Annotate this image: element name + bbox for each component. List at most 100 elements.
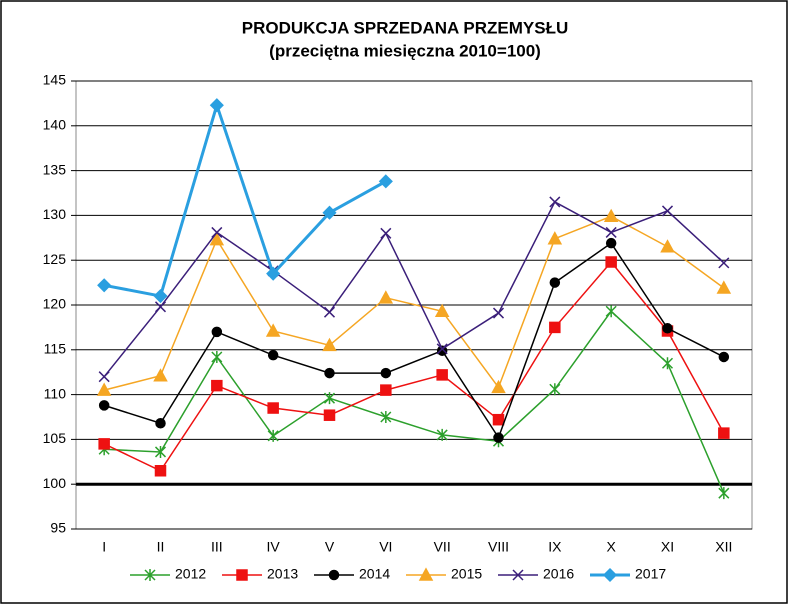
point <box>323 392 336 405</box>
series-line <box>103 200 725 378</box>
point <box>434 303 450 318</box>
chart-title: PRODUKCJA SPRZEDANA PRZEMYSŁU <box>242 18 569 37</box>
x-tick-label: VII <box>434 539 451 555</box>
legend-label: 2014 <box>359 566 390 582</box>
series-line <box>103 260 725 472</box>
point <box>153 368 168 382</box>
point <box>549 277 561 288</box>
x-tick-label: XI <box>661 539 674 555</box>
point <box>605 305 617 318</box>
legend-marker <box>144 569 156 581</box>
point <box>267 402 279 414</box>
point <box>718 487 730 500</box>
legend-marker <box>512 569 524 581</box>
point <box>436 428 448 441</box>
point <box>660 239 675 253</box>
point <box>492 307 505 319</box>
point <box>153 288 168 304</box>
point <box>211 226 223 238</box>
y-tick-label: 130 <box>43 206 67 222</box>
legend-marker <box>418 567 434 581</box>
point <box>209 232 225 246</box>
legend-marker <box>236 569 248 581</box>
chart-subtitle: (przeciętna miesięczna 2010=100) <box>269 41 541 60</box>
y-tick-label: 135 <box>43 161 67 177</box>
point <box>380 384 392 396</box>
x-tick-label: IX <box>548 539 562 555</box>
point <box>322 337 337 352</box>
x-tick-label: IV <box>267 539 281 555</box>
point <box>211 379 223 392</box>
point <box>718 351 730 363</box>
point <box>549 321 561 334</box>
point <box>154 301 167 313</box>
x-tick-label: III <box>211 539 223 555</box>
point <box>322 205 337 220</box>
point <box>661 205 674 217</box>
series-line <box>103 242 725 440</box>
legend-marker <box>602 567 618 583</box>
point <box>436 343 448 355</box>
point <box>266 266 281 281</box>
point <box>716 280 732 294</box>
x-tick-label: VI <box>379 539 392 555</box>
point <box>98 400 110 411</box>
point <box>492 413 505 426</box>
y-tick-label: 145 <box>43 72 67 88</box>
y-tick-label: 120 <box>43 296 67 312</box>
legend-label: 2016 <box>543 566 574 582</box>
x-tick-label: VIII <box>488 539 509 555</box>
series-line <box>103 215 725 391</box>
legend-label: 2012 <box>175 566 206 582</box>
point <box>378 174 393 189</box>
point <box>549 383 561 396</box>
y-tick-label: 125 <box>43 251 67 267</box>
series-line <box>103 100 387 298</box>
point <box>436 345 448 356</box>
point <box>605 237 617 249</box>
point <box>718 427 730 439</box>
series-line <box>104 310 725 494</box>
point <box>323 409 336 421</box>
y-tick-label: 140 <box>43 117 67 133</box>
point <box>380 367 392 379</box>
point <box>380 411 392 423</box>
legend-label: 2013 <box>267 566 298 582</box>
point <box>211 326 223 338</box>
point <box>267 429 279 442</box>
point <box>493 432 504 443</box>
y-tick-label: 105 <box>43 430 67 446</box>
legend-marker <box>328 569 340 581</box>
x-tick-label: I <box>102 539 106 555</box>
point <box>605 226 617 238</box>
point <box>98 438 110 450</box>
point <box>267 349 279 361</box>
point <box>97 278 112 293</box>
point <box>265 323 281 337</box>
y-tick-label: 115 <box>44 341 67 357</box>
point <box>662 323 673 334</box>
point <box>547 231 563 245</box>
point <box>549 196 561 208</box>
legend-label: 2015 <box>451 566 482 582</box>
point <box>98 371 110 383</box>
point <box>605 256 617 268</box>
point <box>323 306 336 318</box>
point <box>380 227 392 239</box>
point <box>154 445 167 458</box>
point <box>718 257 730 269</box>
point <box>491 379 506 394</box>
point <box>211 350 223 363</box>
x-tick-label: X <box>606 539 616 555</box>
point <box>378 290 394 304</box>
x-tick-label: XII <box>715 539 732 555</box>
x-tick-label: II <box>157 539 165 555</box>
y-tick-label: 110 <box>44 385 67 401</box>
point <box>96 382 112 396</box>
y-tick-label: 100 <box>43 475 67 491</box>
point <box>154 465 167 477</box>
point <box>436 369 448 381</box>
point <box>324 367 335 379</box>
point <box>155 418 166 429</box>
